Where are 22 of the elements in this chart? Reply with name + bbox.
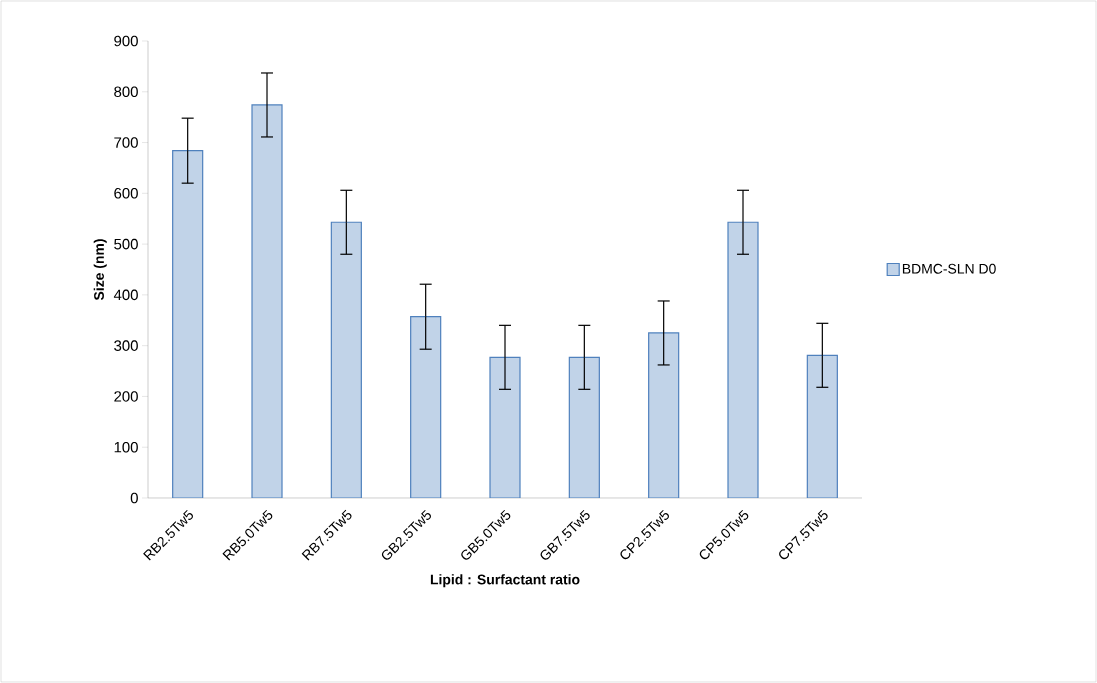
y-tick-label: 700 [114,137,138,148]
bar [251,104,283,498]
bar [727,221,759,498]
y-tick-label: 500 [114,238,138,250]
bar [568,356,600,498]
bar [489,356,521,498]
bar [806,354,838,498]
y-tick-label: 0 [130,492,138,504]
y-tick-label: 600 [114,188,138,199]
y-tick-label: 400 [113,289,138,301]
y-axis-title: Size (nm) [93,239,107,301]
bar [330,221,362,498]
y-tick-label: 300 [114,340,138,351]
legend-label: BDMC-SLN D0 [902,263,996,274]
y-tick-label: 800 [114,86,138,98]
bar [172,150,204,498]
y-tick-label: 200 [114,391,138,402]
bar [648,332,680,498]
x-axis-title: Lipid : Surfactant ratio [430,574,580,588]
y-tick-label: 900 [114,35,138,47]
bar [410,316,442,498]
y-tick-label: 100 [114,441,138,453]
